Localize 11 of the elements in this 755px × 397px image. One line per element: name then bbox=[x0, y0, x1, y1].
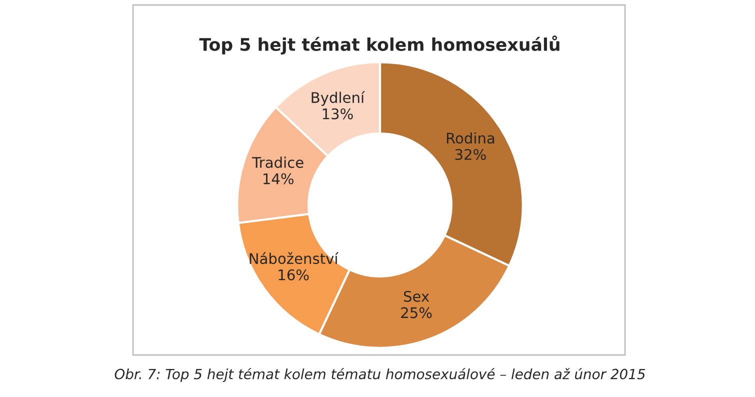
slice-label: Sex bbox=[404, 290, 430, 302]
chart-title: Top 5 hejt témat kolem homosexuálů bbox=[199, 36, 560, 54]
data-label: 13% bbox=[322, 108, 353, 120]
data-label: 32% bbox=[455, 148, 486, 160]
slice-label: Rodina bbox=[446, 132, 494, 144]
slice-label: Tradice bbox=[252, 156, 304, 168]
data-label: 16% bbox=[278, 269, 309, 280]
data-label: 14% bbox=[263, 173, 294, 184]
slice-label: Bydlení bbox=[312, 91, 365, 106]
text: Obr. 7: Top 5 hejt témat kolem tématu homosexuálové – leden až únor 2015 bbox=[114, 368, 646, 382]
data-label: 25% bbox=[401, 307, 432, 318]
